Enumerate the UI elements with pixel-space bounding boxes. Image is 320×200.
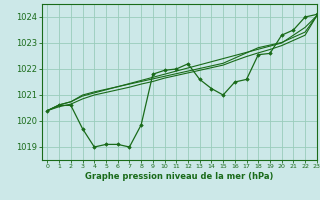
X-axis label: Graphe pression niveau de la mer (hPa): Graphe pression niveau de la mer (hPa): [85, 172, 273, 181]
